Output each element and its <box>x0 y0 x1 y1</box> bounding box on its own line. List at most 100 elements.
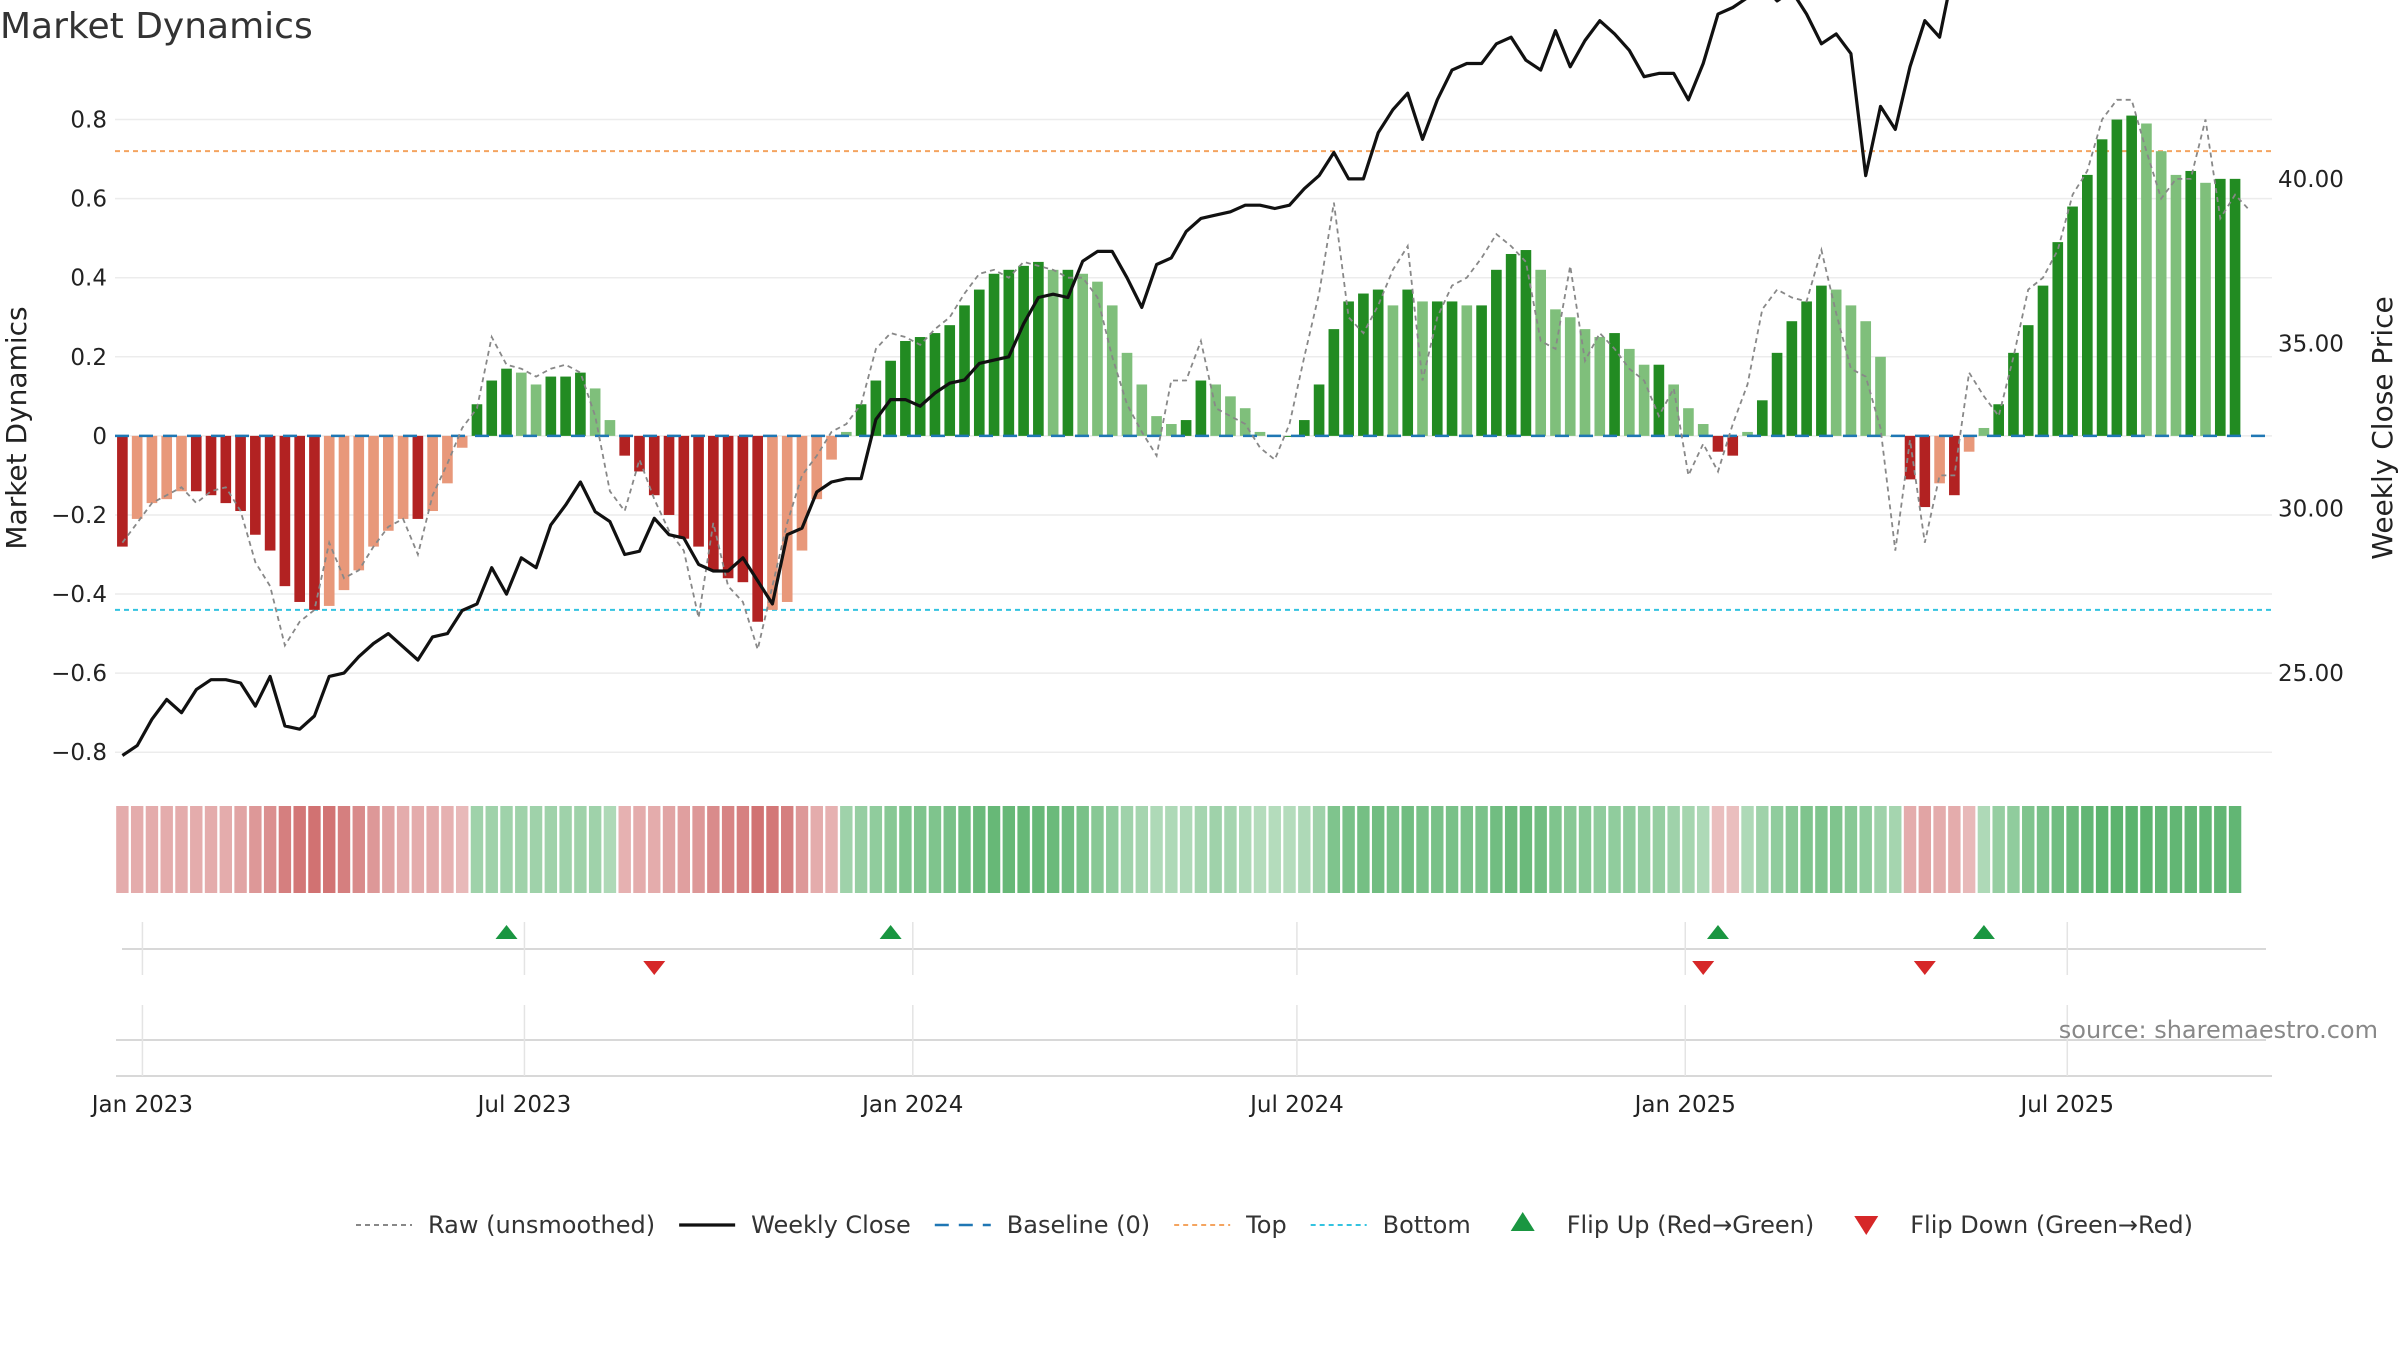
bar <box>1195 380 1207 436</box>
flip-up-marker <box>879 925 902 939</box>
bar <box>1387 305 1399 436</box>
flip-down-marker <box>643 961 666 975</box>
legend-label: Weekly Close <box>751 1211 911 1239</box>
legend-item: Raw (unsmoothed) <box>356 1211 655 1239</box>
bar <box>1372 289 1384 436</box>
intensity-cell <box>1179 806 1193 893</box>
chart-title: Market Dynamics <box>0 6 313 47</box>
x-tick-label: Jan 2025 <box>1633 1092 1736 1118</box>
intensity-cell <box>884 806 897 893</box>
intensity-cell <box>130 806 144 893</box>
bar <box>914 337 926 436</box>
bar <box>678 435 690 539</box>
intensity-cell <box>810 806 823 893</box>
bar <box>1845 305 1857 436</box>
y2-tick-label: 35.00 <box>2278 332 2344 358</box>
intensity-cell <box>1549 806 1562 893</box>
intensity-cell <box>2169 806 2183 893</box>
bar <box>560 376 571 436</box>
bar <box>279 435 291 587</box>
bar <box>959 305 970 436</box>
bar <box>235 435 246 512</box>
intensity-cell <box>455 806 469 893</box>
x-tick-label: Jan 2024 <box>860 1092 963 1118</box>
bar <box>781 435 793 602</box>
legend-label: Flip Down (Green→Red) <box>1910 1211 2193 1239</box>
intensity-cell <box>2051 806 2064 893</box>
bar <box>1461 305 1473 436</box>
y-tick-label: −0.4 <box>51 582 107 608</box>
intensity-cell <box>263 806 277 893</box>
bar <box>1579 329 1591 436</box>
bar <box>2096 139 2108 436</box>
intensity-cell <box>1327 806 1341 893</box>
bar <box>146 435 158 504</box>
flip-up-marker <box>495 925 518 939</box>
bar <box>722 435 734 579</box>
bar <box>1771 352 1783 436</box>
intensity-cell <box>1726 806 1739 893</box>
bar <box>2067 206 2078 436</box>
intensity-cell <box>2125 806 2138 893</box>
intensity-cell <box>1903 806 1917 893</box>
bar <box>855 404 867 436</box>
intensity-cell <box>1268 806 1281 893</box>
bar <box>1756 400 1768 436</box>
y-tick-label: 0.4 <box>70 266 107 292</box>
intensity-cell <box>2199 806 2212 893</box>
legend-item: Bottom <box>1310 1211 1471 1239</box>
bar <box>1284 435 1295 437</box>
intensity-cell <box>692 806 705 893</box>
bar <box>1638 364 1650 436</box>
bar <box>1328 329 1340 436</box>
intensity-cell <box>781 806 794 893</box>
intensity-cell <box>1490 806 1503 893</box>
bar <box>1210 384 1221 436</box>
intensity-cell <box>751 806 764 893</box>
bar <box>1402 289 1414 436</box>
bar <box>1564 317 1576 436</box>
legend-item: Top <box>1174 1211 1287 1239</box>
bar <box>1092 281 1103 436</box>
intensity-cell <box>1637 806 1651 893</box>
intensity-cell <box>1652 806 1666 893</box>
bar <box>309 435 320 610</box>
intensity-cell <box>2140 806 2153 893</box>
intensity-cell <box>293 806 306 893</box>
legend-item: Flip Down (Green→Red) <box>1854 1211 2193 1239</box>
x-tick-label: Jul 2025 <box>2018 1092 2114 1118</box>
bar <box>988 273 1000 436</box>
legend-label: Raw (unsmoothed) <box>428 1211 655 1239</box>
intensity-cell <box>1342 806 1355 893</box>
bar <box>870 380 882 436</box>
intensity-cell <box>559 806 572 893</box>
x-tick-label: Jan 2023 <box>90 1092 193 1118</box>
bar <box>2214 178 2226 436</box>
bar <box>1875 356 1886 436</box>
x-tick-label: Jul 2023 <box>476 1092 572 1118</box>
intensity-cell <box>869 806 883 893</box>
intensity-cell <box>219 806 233 893</box>
intensity-cell <box>160 806 173 893</box>
bar <box>1343 301 1354 436</box>
bar <box>1446 301 1458 436</box>
intensity-cell <box>1431 806 1444 893</box>
intensity-cell <box>1564 806 1577 893</box>
bar <box>1431 301 1443 436</box>
legend-swatch <box>1510 1212 1535 1231</box>
legend-label: Bottom <box>1383 1211 1471 1239</box>
bar <box>1816 285 1827 436</box>
bar <box>161 435 173 500</box>
intensity-cell <box>2022 806 2035 893</box>
y-tick-label: 0.6 <box>70 187 107 213</box>
intensity-cell <box>1608 806 1621 893</box>
bar <box>2155 151 2167 436</box>
intensity-cell <box>1815 806 1828 893</box>
intensity-cell <box>2007 806 2020 893</box>
intensity-cell <box>1696 806 1710 893</box>
intensity-cell <box>1032 806 1045 893</box>
intensity-cell <box>2095 806 2109 893</box>
bar <box>2229 178 2241 436</box>
intensity-cell <box>337 806 351 893</box>
